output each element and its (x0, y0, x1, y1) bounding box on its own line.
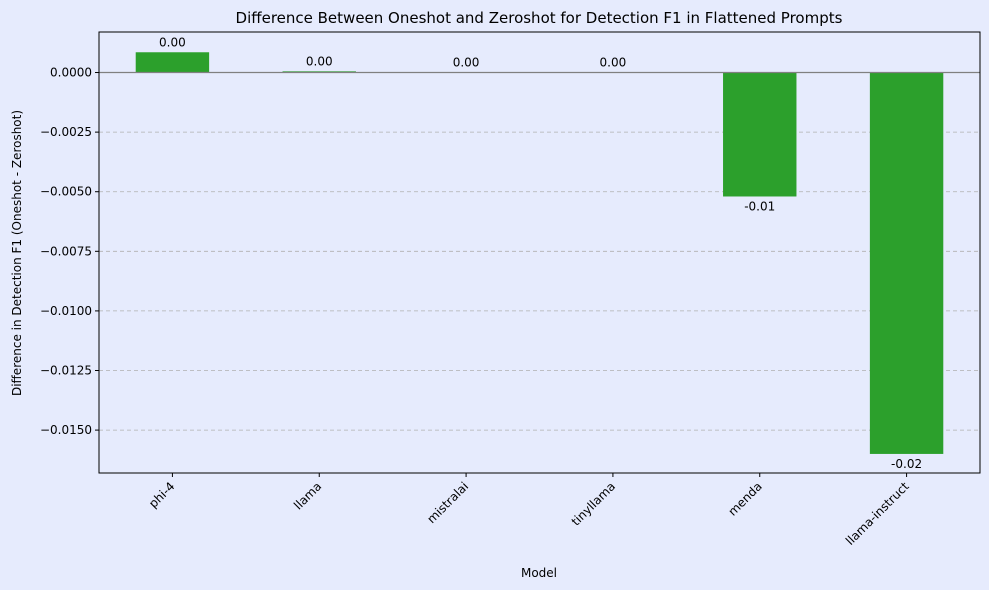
x-tick-label: mistralai (424, 479, 471, 526)
bar-value-label: 0.00 (159, 35, 186, 49)
y-axis-ticks: 0.0000 −0.0025 −0.0050 −0.0075 −0.0100 −0.012… (40, 66, 99, 437)
y-tick-label: −0.0150 (40, 423, 92, 437)
y-tick-label: −0.0100 (40, 304, 92, 318)
x-axis-ticks: phi-4 llama mistralai tinyllama menda llama-i… (146, 473, 912, 548)
y-axis-title: Difference in Detection F1 (Oneshot - Ze… (10, 110, 24, 396)
y-tick-label: −0.0075 (40, 244, 92, 258)
bar-value-label: 0.00 (306, 54, 333, 68)
bars (99, 52, 980, 454)
bar-phi-4 (135, 52, 210, 73)
y-tick-label: −0.0125 (40, 363, 92, 377)
y-tick-label: −0.0050 (40, 185, 92, 199)
bar-labels: 0.00 0.00 0.00 0.00 -0.01 -0.02 (159, 35, 922, 471)
x-axis-title: Model (521, 566, 557, 580)
y-tick-label: −0.0025 (40, 125, 92, 139)
bar-value-label: 0.00 (453, 56, 480, 70)
bar-value-label: -0.01 (744, 199, 775, 213)
x-tick-label: tinyllama (569, 479, 618, 528)
bar-menda (723, 72, 797, 197)
x-tick-label: llama-instruct (843, 479, 912, 548)
x-tick-label: phi-4 (146, 479, 177, 510)
bar-value-label: 0.00 (600, 56, 627, 70)
x-tick-label: llama (291, 479, 324, 512)
x-tick-label: menda (726, 479, 765, 518)
plot-frame (98, 31, 981, 474)
y-tick-label: 0.0000 (50, 66, 92, 80)
bar-value-label: -0.02 (891, 457, 922, 471)
grid-lines (99, 131, 980, 431)
chart-title: Difference Between Oneshot and Zeroshot … (236, 9, 843, 27)
bar-llama-instruct (869, 72, 944, 454)
